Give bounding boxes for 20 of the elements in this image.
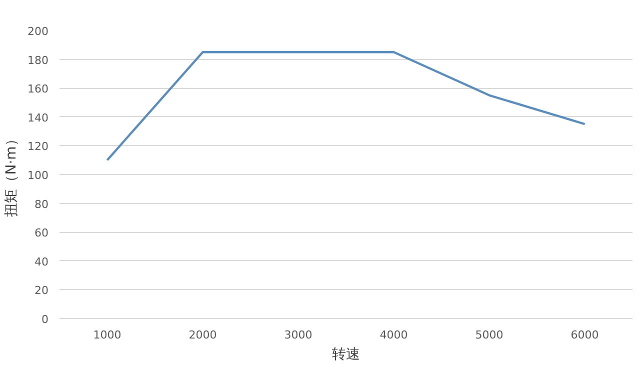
x-tick-label: 1000 xyxy=(93,328,122,342)
y-tick-label: 160 xyxy=(28,82,49,96)
y-tick-label: 120 xyxy=(28,140,49,154)
x-tick-label: 2000 xyxy=(188,328,217,342)
x-tick-label: 6000 xyxy=(570,328,599,342)
y-tick-label: 80 xyxy=(34,198,49,211)
y-tick-label: 40 xyxy=(34,255,49,268)
x-axis-title: 转速 xyxy=(332,346,360,362)
y-tick-label: 0 xyxy=(42,313,48,326)
y-tick-label: 100 xyxy=(28,169,49,182)
y-tick-label: 20 xyxy=(34,284,49,298)
y-axis-title: 扭矩（N·m） xyxy=(4,132,20,217)
x-tick-label: 3000 xyxy=(284,328,312,342)
y-tick-label: 200 xyxy=(28,25,49,38)
x-tick-label: 4000 xyxy=(380,328,408,342)
y-tick-label: 60 xyxy=(34,226,49,240)
y-tick-label: 140 xyxy=(28,111,49,124)
line-series xyxy=(106,51,586,162)
x-tick-label: 5000 xyxy=(475,328,504,342)
y-tick-label: 180 xyxy=(28,54,49,67)
